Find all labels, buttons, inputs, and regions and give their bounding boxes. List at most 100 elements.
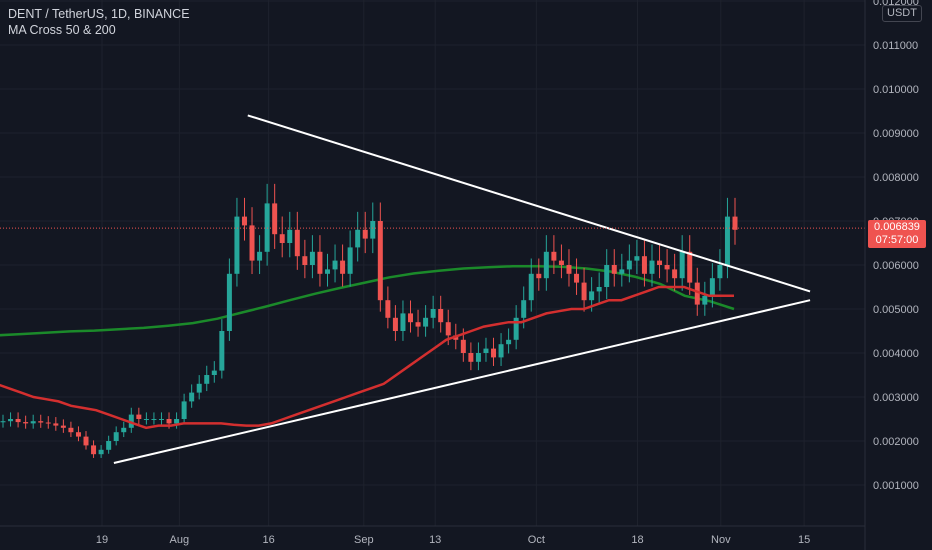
candle-body: [309, 251, 315, 265]
candle-body: [226, 273, 232, 331]
candle: [91, 440, 97, 458]
trendline-lower[interactable]: [113, 299, 811, 464]
time-tick-label: Nov: [711, 534, 731, 546]
candle: [226, 258, 232, 341]
ma200-line: [0, 265, 735, 337]
candle-body: [128, 414, 134, 428]
candle-body: [324, 269, 330, 274]
price-tick-label: 0.001000: [873, 480, 919, 492]
candle: [709, 263, 715, 308]
candle-body: [491, 348, 497, 358]
candle: [106, 435, 112, 454]
candle: [128, 407, 134, 433]
candle-body: [385, 300, 391, 318]
time-tick-label: 15: [798, 534, 810, 546]
candle: [83, 431, 89, 450]
candle: [581, 267, 587, 312]
candle-body: [113, 432, 119, 441]
bar-countdown: 07:57:00: [875, 234, 919, 246]
time-tick-label: 13: [429, 534, 441, 546]
candle: [543, 235, 549, 291]
time-tick-label: Oct: [528, 534, 545, 546]
grid-lines: [0, 0, 865, 526]
time-tick-label: Sep: [354, 534, 374, 546]
candle-body: [543, 251, 549, 279]
candle-body: [151, 419, 157, 420]
candle: [45, 416, 51, 429]
candle: [219, 319, 225, 379]
candle: [400, 300, 406, 341]
last-price-value: 0.006839: [874, 221, 920, 233]
candle: [98, 445, 104, 458]
symbol-title[interactable]: DENT / TetherUS, 1D, BINANCE: [8, 7, 190, 21]
candle: [491, 337, 497, 366]
candle-body: [355, 229, 361, 248]
candle-body: [60, 425, 66, 428]
candle-body: [604, 265, 610, 287]
candle-body: [589, 291, 595, 301]
trendlines: [113, 114, 811, 464]
candle-body: [189, 392, 195, 402]
candle: [702, 281, 708, 316]
candle-body: [694, 282, 700, 305]
candle-body: [513, 317, 519, 340]
candle: [0, 414, 6, 428]
candle-body: [468, 353, 474, 362]
candle-body: [272, 203, 278, 235]
candle-body: [38, 421, 44, 423]
candle: [302, 239, 308, 279]
candle: [506, 328, 512, 354]
candle-body: [641, 256, 647, 274]
currency-button[interactable]: USDT: [882, 5, 922, 22]
time-axis[interactable]: 19 Aug 16 Sep 13 Oct 18 Nov 15: [96, 534, 810, 546]
candle-body: [302, 256, 308, 265]
candle-body: [679, 251, 685, 279]
candle: [574, 258, 580, 295]
candle-body: [174, 419, 180, 424]
candle: [536, 258, 542, 291]
candle: [619, 253, 625, 287]
candle-body: [551, 251, 557, 261]
indicator-title[interactable]: MA Cross 50 & 200: [8, 23, 116, 37]
candle: [611, 249, 617, 287]
candle: [75, 426, 81, 442]
ma200-path: [0, 265, 735, 337]
candle-body: [724, 216, 730, 265]
price-tick-label: 0.003000: [873, 392, 919, 404]
candle-body: [249, 225, 255, 261]
candle: [181, 393, 187, 425]
candle-body: [181, 401, 187, 419]
candle-body: [0, 421, 6, 423]
candle: [385, 286, 391, 329]
candle: [362, 211, 368, 254]
candle-body: [279, 234, 285, 243]
candle-body: [241, 216, 247, 226]
candle: [415, 309, 421, 337]
price-tick-label: 0.006000: [873, 260, 919, 272]
candle-body: [445, 322, 451, 336]
price-tick-label: 0.012000: [873, 0, 919, 8]
candle: [204, 365, 210, 392]
candle: [136, 407, 142, 425]
price-tick-label: 0.004000: [873, 348, 919, 360]
candle: [317, 235, 323, 287]
candle-body: [23, 422, 29, 424]
candle: [626, 244, 632, 283]
candle: [551, 235, 557, 275]
candle-body: [362, 229, 368, 239]
candle: [641, 239, 647, 287]
candle-body: [717, 265, 723, 279]
candle-body: [438, 309, 444, 323]
candle-body: [340, 260, 346, 274]
candle-body: [521, 300, 527, 318]
candle-body: [566, 265, 572, 274]
trendline-upper[interactable]: [247, 114, 811, 293]
candle-body: [596, 287, 602, 292]
candle: [528, 258, 534, 312]
candle: [423, 305, 429, 337]
candle: [113, 426, 119, 446]
candle-body: [317, 251, 323, 274]
candle: [121, 421, 127, 438]
